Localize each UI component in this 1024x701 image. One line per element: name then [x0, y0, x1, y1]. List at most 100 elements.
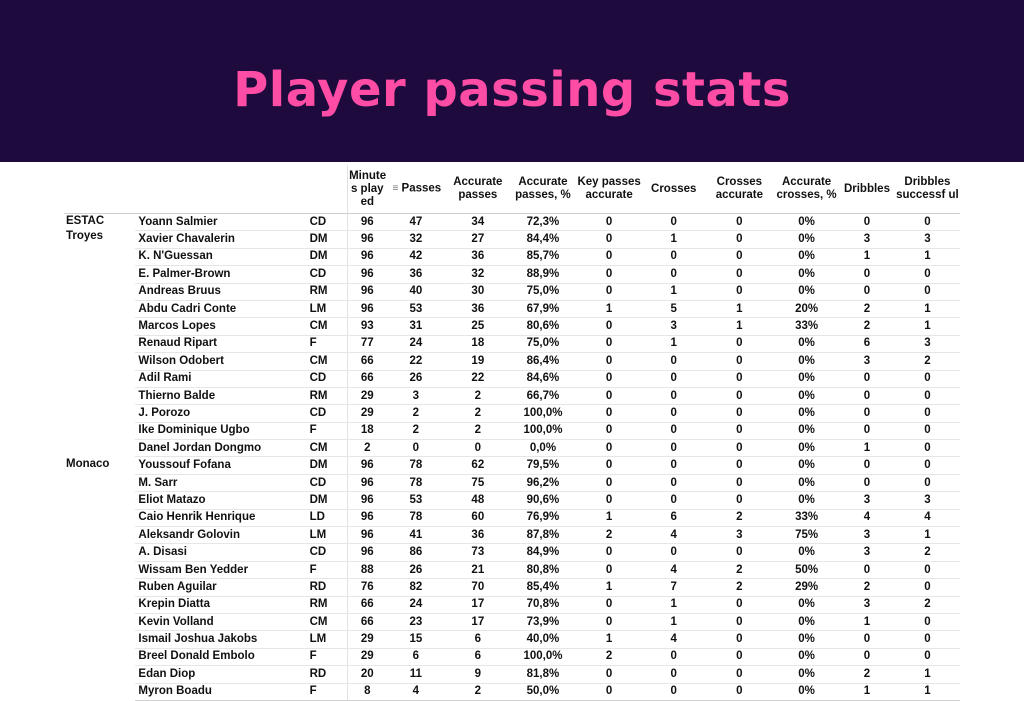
cell-accurate-passes-pct: 100,0% [510, 422, 576, 441]
player-position: CM [305, 613, 348, 632]
cell-dribbles: 2 [839, 300, 895, 319]
cell-passes: 32 [386, 230, 446, 249]
filter-sort-icon[interactable]: ≡ [392, 183, 399, 195]
table-row: Krepin Diatta RM 66 24 17 70,8% 0 1 0 0% 3 2 [64, 596, 960, 614]
cell-minutes: 76 [347, 578, 387, 597]
cell-minutes: 96 [347, 491, 387, 510]
cell-accurate-passes-pct: 66,7% [510, 387, 576, 406]
header-passes[interactable]: ≡ Passes [386, 165, 446, 214]
cell-dribbles: 0 [839, 630, 895, 649]
player-position: LD [305, 509, 348, 528]
player-name: Thierno Balde [135, 387, 306, 406]
cell-dribbles-successful: 1 [894, 317, 960, 336]
header-row: Minute s play ed ≡ Passes Accurate passe… [64, 165, 960, 214]
cell-passes: 2 [386, 404, 446, 423]
header-accurate-crosses-pct[interactable]: Accurate crosses, % [774, 165, 840, 214]
cell-dribbles-successful: 1 [894, 300, 960, 319]
cell-minutes: 66 [347, 352, 387, 371]
cell-dribbles-successful: 0 [894, 370, 960, 388]
cell-crosses-accurate: 0 [704, 370, 775, 388]
player-name: Marcos Lopes [135, 317, 306, 336]
cell-minutes: 96 [347, 300, 387, 319]
player-name: Myron Boadu [135, 683, 306, 701]
cell-accurate-passes: 70 [445, 578, 511, 597]
table-body: ESTAC Troyes Yoann Salmier CD 96 47 34 72,3% 0 0… [64, 213, 960, 701]
cell-accurate-passes-pct: 84,6% [510, 370, 576, 388]
cell-key-passes-accurate: 0 [575, 543, 643, 562]
player-name: Breel Donald Embolo [135, 648, 306, 667]
header-team [64, 165, 136, 214]
cell-accurate-passes-pct: 40,0% [510, 630, 576, 649]
cell-minutes: 29 [347, 630, 387, 649]
player-position: F [305, 683, 348, 701]
cell-accurate-crosses-pct: 0% [774, 335, 840, 354]
header-dribbles-successful[interactable]: Dribbles successf ul [894, 165, 960, 214]
cell-dribbles: 0 [839, 213, 895, 232]
cell-passes: 53 [386, 300, 446, 319]
cell-passes: 78 [386, 509, 446, 528]
header-position [305, 165, 348, 214]
table-row: Renaud Ripart F 77 24 18 75,0% 0 1 0 0% 6 3 [64, 335, 960, 354]
cell-crosses-accurate: 3 [704, 526, 775, 545]
cell-dribbles-successful: 0 [894, 439, 960, 458]
cell-key-passes-accurate: 0 [575, 665, 643, 684]
cell-dribbles-successful: 1 [894, 526, 960, 545]
cell-accurate-crosses-pct: 0% [774, 283, 840, 301]
cell-key-passes-accurate: 0 [575, 596, 643, 614]
cell-accurate-passes-pct: 84,4% [510, 230, 576, 249]
cell-crosses: 7 [642, 578, 705, 597]
cell-accurate-passes: 75 [445, 474, 511, 493]
player-position: CM [305, 352, 348, 371]
cell-crosses-accurate: 1 [704, 300, 775, 319]
cell-crosses: 1 [642, 596, 705, 614]
table-row: Thierno Balde RM 29 3 2 66,7% 0 0 0 0% 0 0 [64, 387, 960, 406]
cell-dribbles: 0 [839, 456, 895, 475]
cell-accurate-passes-pct: 75,0% [510, 283, 576, 301]
cell-crosses-accurate: 0 [704, 613, 775, 632]
cell-crosses: 0 [642, 248, 705, 267]
cell-minutes: 96 [347, 526, 387, 545]
player-name: Wissam Ben Yedder [135, 561, 306, 580]
cell-passes: 6 [386, 648, 446, 667]
header-crosses-accurate[interactable]: Crosses accurate [704, 165, 775, 214]
cell-dribbles-successful: 0 [894, 613, 960, 632]
cell-accurate-passes: 34 [445, 213, 511, 232]
player-position: CD [305, 474, 348, 493]
table-row: Ismail Joshua Jakobs LM 29 15 6 40,0% 1 4 0 0% 0 0 [64, 630, 960, 649]
cell-dribbles: 2 [839, 317, 895, 336]
cell-dribbles-successful: 0 [894, 422, 960, 441]
cell-crosses-accurate: 0 [704, 648, 775, 667]
header-minutes[interactable]: Minute s play ed [347, 165, 387, 214]
header-dribbles[interactable]: Dribbles [839, 165, 895, 214]
cell-minutes: 88 [347, 561, 387, 580]
cell-key-passes-accurate: 0 [575, 370, 643, 388]
cell-passes: 82 [386, 578, 446, 597]
header-passes-label: Passes [401, 182, 442, 195]
player-position: RM [305, 596, 348, 614]
cell-minutes: 96 [347, 213, 387, 232]
cell-crosses: 0 [642, 665, 705, 684]
header-accurate-passes[interactable]: Accurate passes [445, 165, 511, 214]
player-name: Andreas Bruus [135, 283, 306, 301]
cell-accurate-crosses-pct: 0% [774, 370, 840, 388]
player-position: RM [305, 283, 348, 301]
cell-accurate-crosses-pct: 0% [774, 422, 840, 441]
header-key-passes-accurate[interactable]: Key passes accurate [575, 165, 643, 214]
cell-accurate-passes-pct: 81,8% [510, 665, 576, 684]
cell-dribbles: 0 [839, 422, 895, 441]
cell-minutes: 96 [347, 474, 387, 493]
cell-crosses-accurate: 0 [704, 491, 775, 510]
cell-accurate-crosses-pct: 0% [774, 613, 840, 632]
cell-passes: 15 [386, 630, 446, 649]
cell-minutes: 96 [347, 248, 387, 267]
cell-passes: 26 [386, 370, 446, 388]
player-position: LM [305, 526, 348, 545]
cell-key-passes-accurate: 0 [575, 561, 643, 580]
header-crosses[interactable]: Crosses [642, 165, 705, 214]
table-row: Ike Dominique Ugbo F 18 2 2 100,0% 0 0 0 0% 0 0 [64, 422, 960, 441]
cell-accurate-crosses-pct: 0% [774, 404, 840, 423]
cell-crosses-accurate: 0 [704, 335, 775, 354]
cell-key-passes-accurate: 0 [575, 491, 643, 510]
cell-crosses-accurate: 0 [704, 213, 775, 232]
header-accurate-passes-pct[interactable]: Accurate passes, % [510, 165, 576, 214]
